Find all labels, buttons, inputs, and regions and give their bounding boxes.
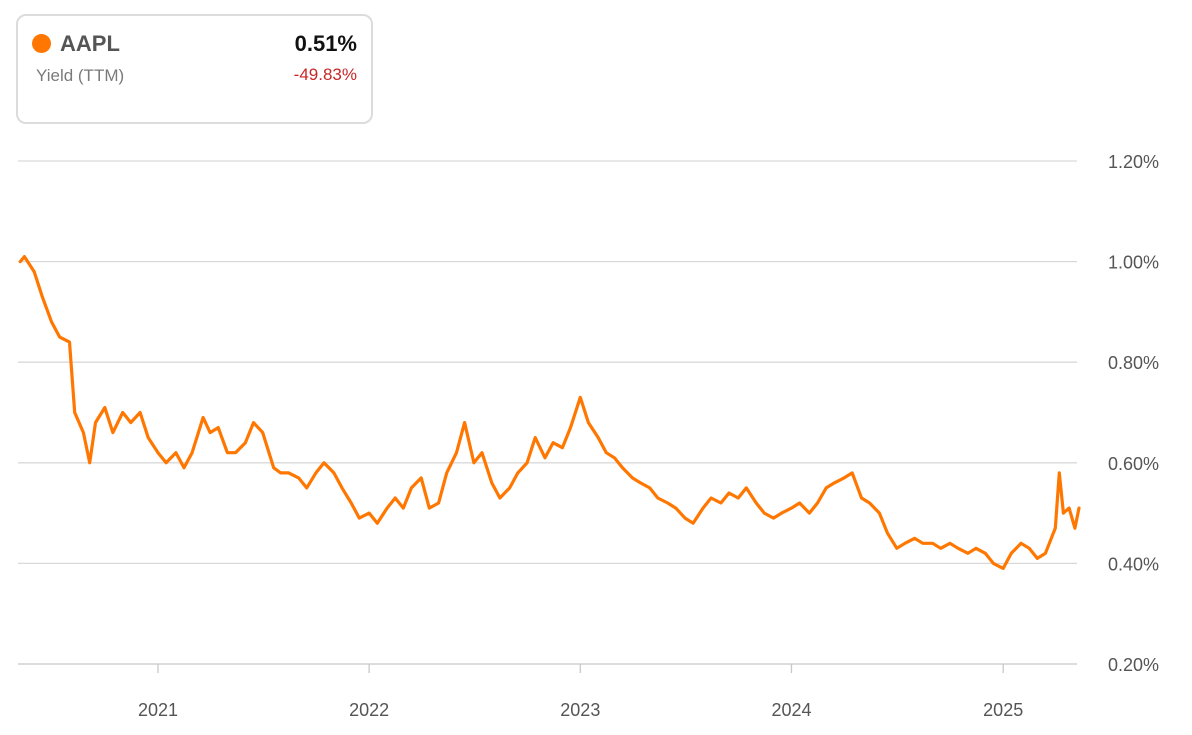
yield-line <box>18 255 1081 570</box>
y-tick-label: 0.60% <box>1108 454 1159 474</box>
x-tick-label: 2021 <box>138 700 178 720</box>
y-tick-label: 1.00% <box>1108 253 1159 273</box>
x-tick-label: 2023 <box>560 700 600 720</box>
series-color-dot-icon <box>32 34 51 53</box>
legend-metric: Yield (TTM) <box>36 66 125 85</box>
y-tick-label: 1.20% <box>1108 152 1159 172</box>
y-tick-label: 0.20% <box>1108 655 1159 675</box>
x-tick-label: 2024 <box>771 700 811 720</box>
y-tick-label: 0.80% <box>1108 353 1159 373</box>
y-tick-label: 0.40% <box>1108 554 1159 574</box>
legend-card: AAPL Yield (TTM) 0.51% -49.83% <box>16 14 373 124</box>
legend-ticker: AAPL <box>60 31 120 56</box>
legend-change: -49.83% <box>293 65 357 84</box>
x-tick-label: 2022 <box>349 700 389 720</box>
legend-value: 0.51% <box>294 31 357 56</box>
x-tick-label: 2025 <box>983 700 1023 720</box>
